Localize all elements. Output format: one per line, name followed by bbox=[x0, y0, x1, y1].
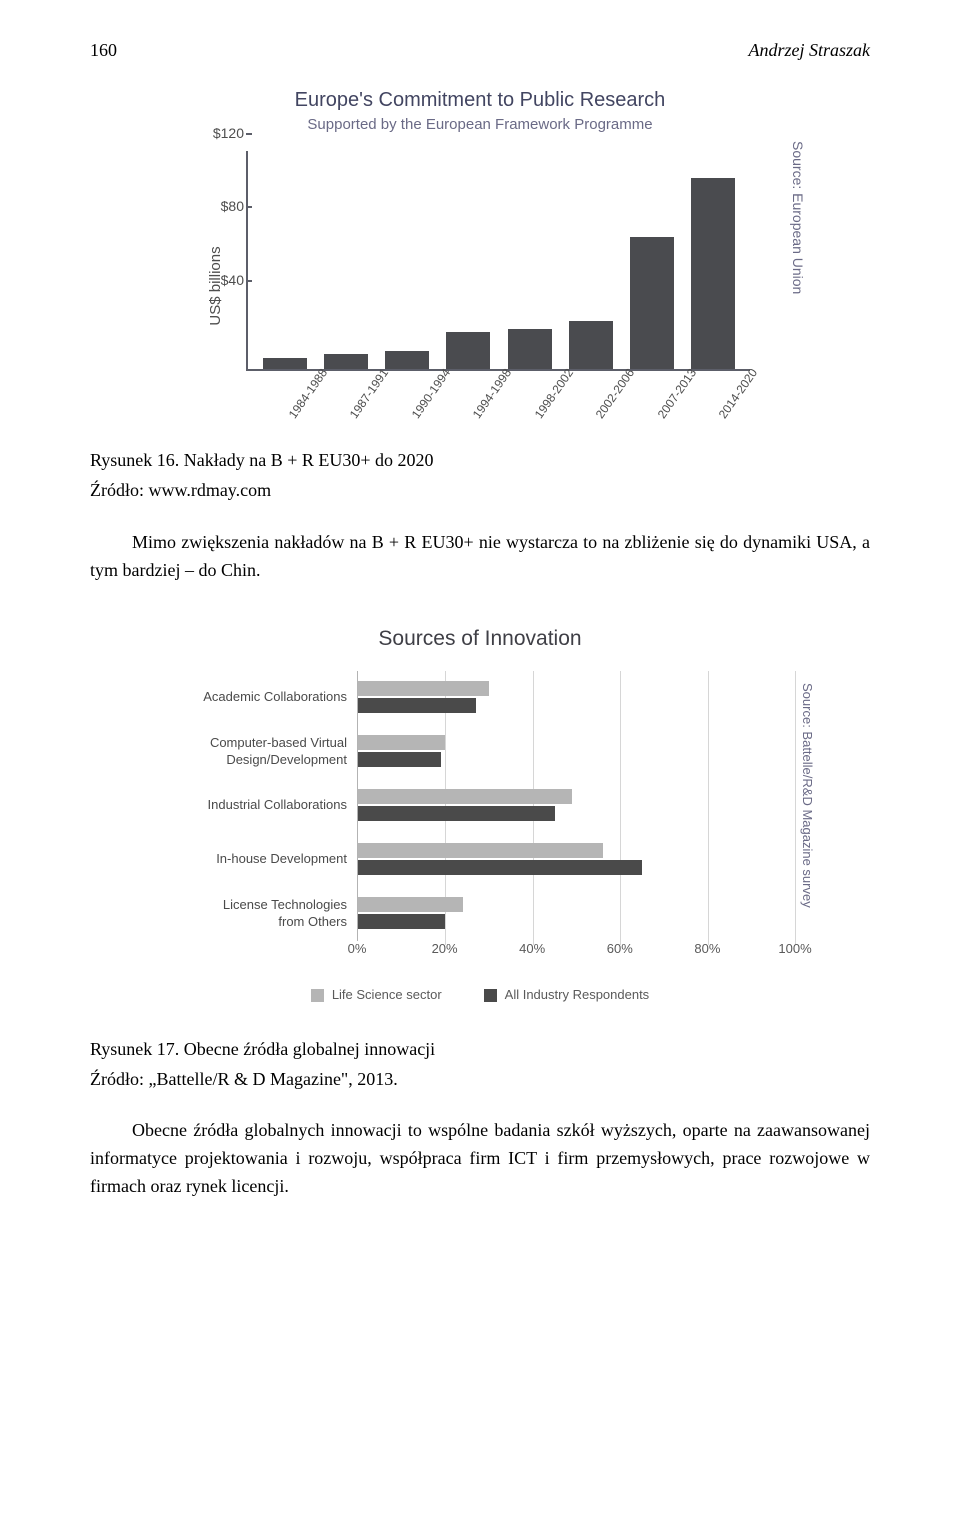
chart2-bar bbox=[358, 897, 463, 912]
chart2-category-label: Academic Collaborations bbox=[165, 671, 357, 725]
chart1-x-label: 1984-1988 bbox=[286, 377, 352, 442]
chart1-x-label: 2007-2013 bbox=[655, 377, 721, 442]
chart2-group bbox=[358, 833, 795, 887]
page-header: 160 Andrzej Straszak bbox=[90, 40, 870, 61]
chart2-category-label: In-house Development bbox=[165, 833, 357, 887]
chart1-bar bbox=[446, 332, 490, 369]
chart2-group bbox=[358, 725, 795, 779]
chart1-ytick: $120 bbox=[204, 125, 244, 141]
chart2-legend-label: All Industry Respondents bbox=[505, 987, 650, 1002]
chart1-x-labels: 1984-19881987-19911990-19941994-19981998… bbox=[246, 371, 750, 427]
chart1-ytick: $40 bbox=[204, 272, 244, 288]
chart2-bar bbox=[358, 843, 603, 858]
chart2-bar bbox=[358, 860, 642, 875]
chart2-bar bbox=[358, 789, 572, 804]
chart2-xtick: 20% bbox=[432, 941, 458, 956]
chart2-bar bbox=[358, 698, 476, 713]
chart2-xtick: 60% bbox=[607, 941, 633, 956]
chart2-legend-item: Life Science sector bbox=[311, 987, 442, 1002]
chart2-source: Source: Battelle/R&D Magazine survey bbox=[800, 683, 815, 908]
figure2-source: Źródło: „Battelle/R & D Magazine", 2013. bbox=[90, 1066, 870, 1094]
chart1-bar bbox=[385, 351, 429, 369]
chart-sources-of-innovation: Sources of Innovation Academic Collabora… bbox=[165, 627, 795, 1002]
chart2-category-label: Computer-based VirtualDesign/Development bbox=[165, 725, 357, 779]
paragraph-1: Mimo zwiększenia nakładów na B + R EU30+… bbox=[90, 529, 870, 585]
chart2-category-label: Industrial Collaborations bbox=[165, 779, 357, 833]
chart1-x-label: 1987-1991 bbox=[347, 377, 413, 442]
chart2-category-label: License Technologiesfrom Others bbox=[165, 887, 357, 941]
chart2-group bbox=[358, 671, 795, 725]
paragraph-2: Obecne źródła globalnych innowacji to ws… bbox=[90, 1117, 870, 1201]
chart2-bar bbox=[358, 735, 445, 750]
chart1-x-label: 1998-2002 bbox=[532, 377, 598, 442]
chart1-bar bbox=[508, 329, 552, 369]
chart1-bar bbox=[569, 321, 613, 369]
chart2-xtick: 80% bbox=[694, 941, 720, 956]
chart2-bar bbox=[358, 681, 489, 696]
chart1-x-label: 2002-2006 bbox=[593, 377, 659, 442]
chart1-x-label: 2014-2020 bbox=[716, 377, 782, 442]
figure2-caption: Rysunek 17. Obecne źródła globalnej inno… bbox=[90, 1036, 870, 1064]
chart2-xtick: 40% bbox=[519, 941, 545, 956]
chart2-plot bbox=[357, 671, 795, 941]
chart2-bar bbox=[358, 752, 441, 767]
chart2-xtick: 100% bbox=[778, 941, 811, 956]
chart1-subtitle: Supported by the European Framework Prog… bbox=[170, 116, 790, 133]
chart1-x-label: 1990-1994 bbox=[409, 377, 475, 442]
chart2-group bbox=[358, 887, 795, 941]
chart2-legend: Life Science sector All Industry Responde… bbox=[165, 987, 795, 1002]
chart2-group bbox=[358, 779, 795, 833]
chart-europe-commitment: Europe's Commitment to Public Research S… bbox=[170, 89, 790, 421]
chart1-title: Europe's Commitment to Public Research bbox=[170, 89, 790, 112]
chart2-categories: Academic CollaborationsComputer-based Vi… bbox=[165, 671, 357, 941]
chart2-x-axis: 0%20%40%60%80%100% bbox=[357, 941, 795, 961]
chart2-bar bbox=[358, 914, 445, 929]
chart1-bars bbox=[248, 151, 750, 369]
page-author: Andrzej Straszak bbox=[749, 40, 871, 61]
chart2-legend-item: All Industry Respondents bbox=[484, 987, 650, 1002]
chart2-title: Sources of Innovation bbox=[165, 627, 795, 651]
chart2-gridline bbox=[795, 671, 796, 945]
chart2-xtick: 0% bbox=[348, 941, 367, 956]
chart1-bar bbox=[263, 358, 307, 369]
chart1-bar bbox=[691, 178, 735, 369]
chart2-legend-swatch bbox=[311, 989, 324, 1002]
chart1-ytick: $80 bbox=[204, 198, 244, 214]
chart1-source: Source: European Union bbox=[790, 141, 806, 294]
chart2-legend-label: Life Science sector bbox=[332, 987, 442, 1002]
chart1-bar bbox=[324, 354, 368, 369]
figure1-source: Źródło: www.rdmay.com bbox=[90, 477, 870, 505]
chart2-bar bbox=[358, 806, 555, 821]
chart1-bar bbox=[630, 237, 674, 369]
figure1-caption: Rysunek 16. Nakłady na B + R EU30+ do 20… bbox=[90, 447, 870, 475]
chart2-legend-swatch bbox=[484, 989, 497, 1002]
page-number: 160 bbox=[90, 40, 117, 61]
chart1-x-label: 1994-1998 bbox=[470, 377, 536, 442]
chart1-plot: $120$80$40 bbox=[246, 151, 750, 371]
